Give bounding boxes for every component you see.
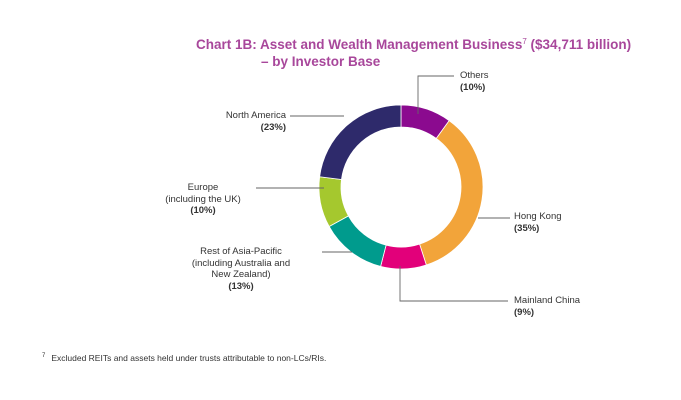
label-mainland-china-pct: (9%): [514, 306, 535, 318]
label-hong-kong: Hong Kong (35%): [514, 211, 562, 234]
label-others-name: Others: [460, 70, 489, 81]
label-mainland-china-name: Mainland China: [514, 295, 581, 306]
footnote-text: Excluded REITs and assets held under tru…: [51, 353, 327, 363]
label-europe-line2: (including the UK): [165, 193, 241, 205]
footnote-mark: 7: [42, 353, 46, 359]
label-europe: Europe (including the UK) (10%): [148, 182, 258, 217]
label-others: Others (10%): [460, 70, 489, 93]
label-rest-apac-line2: (including Australia and: [191, 257, 291, 269]
label-hong-kong-pct: (35%): [514, 222, 540, 234]
leader-line-others: [417, 75, 454, 114]
label-north-america: North America (23%): [190, 110, 286, 133]
chart-title: Chart 1B: Asset and Wealth Management Bu…: [196, 33, 631, 70]
title-footnote-mark: 7: [522, 37, 527, 46]
slice-north-america: [319, 104, 402, 180]
label-europe-pct: (10%): [190, 205, 216, 216]
label-others-pct: (10%): [460, 81, 486, 93]
donut-slices: [318, 104, 484, 270]
label-rest-apac-line3: New Zealand): [211, 269, 271, 280]
chart-title-main: Chart 1B: Asset and Wealth Management Bu…: [196, 37, 523, 52]
slice-hong-kong: [419, 120, 484, 266]
chart-title-total: ($34,711 billion): [530, 37, 632, 52]
leader-line-mainland-china: [399, 266, 508, 302]
label-rest-apac: Rest of Asia-Pacific (including Australi…: [166, 246, 316, 292]
label-europe-line1: Europe: [187, 182, 219, 193]
footnote: 7 Excluded REITs and assets held under tr…: [42, 353, 326, 363]
label-rest-apac-line1: Rest of Asia-Pacific: [200, 246, 282, 257]
leader-lines: [256, 75, 510, 302]
label-mainland-china: Mainland China (9%): [514, 295, 580, 318]
label-hong-kong-name: Hong Kong: [514, 211, 562, 222]
slice-mainland-china: [380, 243, 427, 270]
label-north-america-name: North America: [225, 110, 286, 121]
slice-rest-of-asia-pacific-including-australia-and-new-zealand: [328, 215, 387, 267]
label-north-america-pct: (23%): [260, 121, 286, 133]
chart-subtitle: – by Investor Base: [261, 54, 381, 69]
label-rest-apac-pct: (13%): [228, 280, 254, 292]
